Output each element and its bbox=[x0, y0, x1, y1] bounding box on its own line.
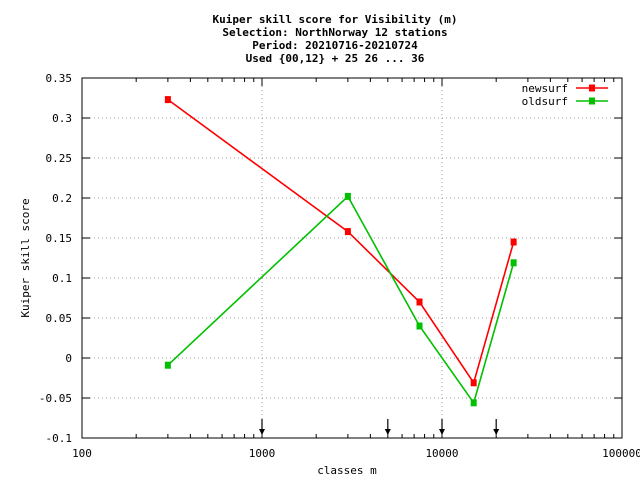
grid-lines bbox=[82, 78, 622, 438]
data-point-newsurf bbox=[164, 96, 171, 104]
data-point-newsurf bbox=[344, 228, 351, 236]
data-point-newsurf bbox=[470, 379, 477, 387]
legend-label-newsurf: newsurf bbox=[522, 82, 568, 95]
y-tick-label: 0.3 bbox=[52, 112, 72, 125]
legend-marker-newsurf bbox=[589, 84, 595, 92]
series-layer bbox=[164, 96, 517, 407]
threshold-arrow-head bbox=[384, 429, 391, 435]
title-line-3: Period: 20210716-20210724 bbox=[252, 39, 418, 52]
threshold-arrow-head bbox=[259, 429, 265, 435]
y-tick-label: 0.35 bbox=[46, 72, 73, 85]
y-tick-label: 0.25 bbox=[46, 152, 73, 165]
data-point-oldsurf bbox=[510, 259, 517, 267]
data-point-newsurf bbox=[510, 238, 517, 246]
threshold-arrows bbox=[259, 419, 500, 435]
y-axis-ticks: -0.1 -0.05 0 0.05 0.1 0.15 0.2 0.25 0.3 0.35 bbox=[39, 72, 622, 445]
title-line-4: Used {00,12} + 25 26 ... 36 bbox=[246, 52, 425, 65]
x-tick-label: 1000 bbox=[249, 447, 276, 460]
x-axis-label: classes m bbox=[317, 464, 377, 477]
title-line-1: Kuiper skill score for Visibility (m) bbox=[212, 13, 457, 26]
data-point-oldsurf bbox=[470, 399, 477, 407]
x-tick-label: 10000 bbox=[425, 447, 458, 460]
x-axis-ticks: 100 1000 10000 100000 bbox=[72, 78, 640, 460]
y-tick-label: -0.1 bbox=[46, 432, 73, 445]
chart-title: Kuiper skill score for Visibility (m) Se… bbox=[212, 13, 457, 65]
threshold-arrow-head bbox=[493, 429, 500, 435]
x-tick-label: 100000 bbox=[602, 447, 640, 460]
threshold-arrow-head bbox=[439, 429, 445, 435]
data-point-oldsurf bbox=[164, 361, 171, 369]
plot-frame bbox=[81, 77, 623, 439]
y-tick-label: 0.2 bbox=[52, 192, 72, 205]
data-point-oldsurf bbox=[416, 322, 423, 330]
y-axis-label: Kuiper skill score bbox=[19, 198, 32, 317]
y-tick-label: 0 bbox=[65, 352, 72, 365]
series-line-newsurf bbox=[167, 98, 515, 385]
data-point-newsurf bbox=[416, 298, 423, 306]
y-tick-label: 0.05 bbox=[46, 312, 73, 325]
data-point-oldsurf bbox=[344, 192, 351, 200]
y-tick-label: 0.1 bbox=[52, 272, 72, 285]
y-tick-label: 0.15 bbox=[46, 232, 73, 245]
legend-marker-oldsurf bbox=[589, 97, 595, 105]
plot-axes bbox=[81, 77, 623, 439]
y-tick-label: -0.05 bbox=[39, 392, 72, 405]
title-line-2: Selection: NorthNorway 12 stations bbox=[222, 26, 447, 39]
legend-label-oldsurf: oldsurf bbox=[522, 95, 568, 108]
x-tick-label: 100 bbox=[72, 447, 92, 460]
